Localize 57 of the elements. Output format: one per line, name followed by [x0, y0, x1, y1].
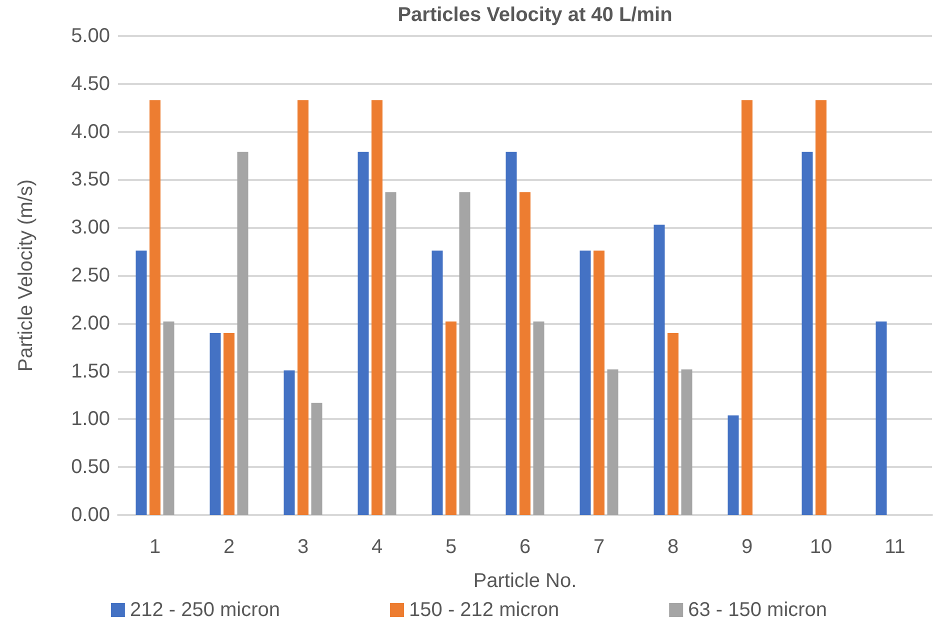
- bar: [594, 250, 604, 515]
- x-tick-label: 6: [519, 536, 531, 558]
- y-axis-title: Particle Velocity (m/s): [15, 179, 37, 372]
- bar: [446, 321, 456, 515]
- bar: [237, 152, 248, 515]
- bar: [136, 250, 147, 515]
- chart-title: Particles Velocity at 40 L/min: [398, 4, 672, 26]
- y-tick-label: 0.00: [71, 504, 110, 526]
- bar: [358, 152, 369, 515]
- x-tick-label: 1: [149, 536, 161, 558]
- bar: [372, 100, 382, 515]
- x-tick-label: 9: [741, 536, 753, 558]
- y-tick-label: 1.00: [71, 408, 110, 430]
- x-tick-label: 2: [223, 536, 235, 558]
- bar: [876, 321, 887, 515]
- y-tick-label: 1.50: [71, 360, 110, 382]
- bar: [298, 100, 308, 515]
- bar: [459, 192, 470, 515]
- legend-label: 63 - 150 micron: [688, 599, 828, 621]
- x-tick-label: 4: [371, 536, 383, 558]
- y-tick-label: 0.50: [71, 456, 110, 478]
- bar: [506, 152, 517, 515]
- bar: [150, 100, 160, 515]
- bar: [668, 332, 678, 515]
- bar: [163, 321, 174, 515]
- bar: [520, 192, 530, 515]
- x-tick-label: 11: [884, 536, 906, 558]
- y-tick-label: 3.00: [71, 216, 110, 239]
- bar: [816, 100, 826, 515]
- x-tick-label: 5: [445, 536, 457, 558]
- bar: [210, 332, 221, 515]
- y-tick-label: 5.00: [71, 25, 110, 47]
- bar: [607, 369, 618, 515]
- x-axis-title: Particle No.: [473, 570, 577, 592]
- x-tick-label: 10: [810, 536, 832, 558]
- bar: [742, 100, 752, 515]
- legend-label: 150 - 212 micron: [409, 599, 560, 621]
- y-tick-label: 4.00: [71, 120, 110, 143]
- bar: [284, 370, 295, 515]
- x-tick-label: 8: [667, 536, 679, 558]
- bar: [802, 152, 813, 515]
- x-tick-label: 3: [297, 536, 309, 558]
- bar: [432, 250, 443, 515]
- bar: [224, 332, 234, 515]
- y-tick-label: 4.50: [71, 72, 110, 95]
- legend-label: 212 - 250 micron: [130, 599, 280, 621]
- bar: [728, 415, 739, 515]
- y-tick-label: 3.50: [71, 168, 110, 191]
- bar: [681, 369, 692, 515]
- bar: [385, 192, 396, 515]
- y-tick-label: 2.00: [71, 312, 110, 334]
- x-tick-label: 7: [593, 536, 605, 558]
- bar: [311, 402, 322, 515]
- bar: [654, 224, 665, 515]
- bar: [580, 250, 591, 515]
- y-tick-label: 2.50: [71, 264, 110, 286]
- bar: [533, 321, 544, 515]
